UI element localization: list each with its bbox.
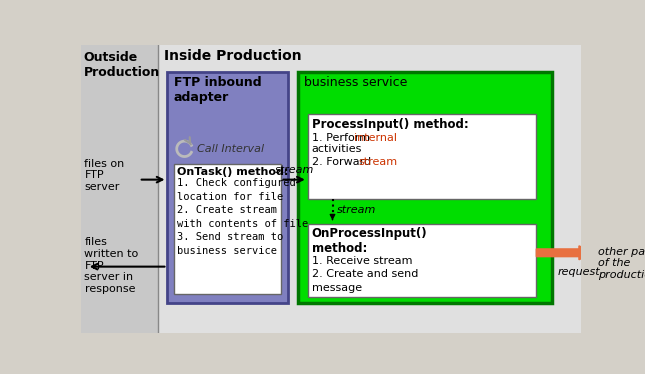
Text: stream: stream (337, 205, 377, 215)
Text: stream: stream (275, 165, 314, 175)
Text: stream: stream (358, 157, 397, 166)
Text: 2. Forward: 2. Forward (312, 157, 374, 166)
FancyBboxPatch shape (168, 72, 288, 303)
Text: files on
FTP
server: files on FTP server (84, 159, 124, 192)
Text: Outside
Production: Outside Production (84, 51, 160, 79)
Text: Call Interval: Call Interval (197, 144, 264, 154)
Text: request: request (558, 267, 600, 277)
Text: 1. Perform: 1. Perform (312, 133, 373, 142)
Text: activities: activities (312, 144, 362, 154)
Text: Inside Production: Inside Production (164, 49, 302, 63)
Text: business service: business service (304, 76, 407, 89)
FancyBboxPatch shape (308, 224, 537, 297)
Text: FTP inbound
adapter: FTP inbound adapter (174, 76, 261, 104)
Text: ProcessInput() method:: ProcessInput() method: (312, 118, 468, 131)
Text: 1. Check configured
location for file
2. Create stream
with contents of file
3. : 1. Check configured location for file 2.… (177, 178, 308, 256)
FancyBboxPatch shape (158, 45, 580, 333)
Text: internal: internal (354, 133, 397, 142)
Text: other parts
of the
production: other parts of the production (599, 246, 645, 280)
Text: 1. Receive stream
2. Create and send
message: 1. Receive stream 2. Create and send mes… (312, 256, 418, 293)
Text: OnProcessInput()
method:: OnProcessInput() method: (312, 227, 427, 255)
Text: files
written to
FTP
server in
response: files written to FTP server in response (84, 237, 139, 294)
FancyBboxPatch shape (81, 45, 158, 333)
FancyBboxPatch shape (297, 72, 552, 303)
Text: OnTask() method:: OnTask() method: (177, 167, 288, 177)
FancyBboxPatch shape (174, 164, 281, 294)
Polygon shape (537, 246, 595, 260)
FancyBboxPatch shape (308, 114, 537, 199)
